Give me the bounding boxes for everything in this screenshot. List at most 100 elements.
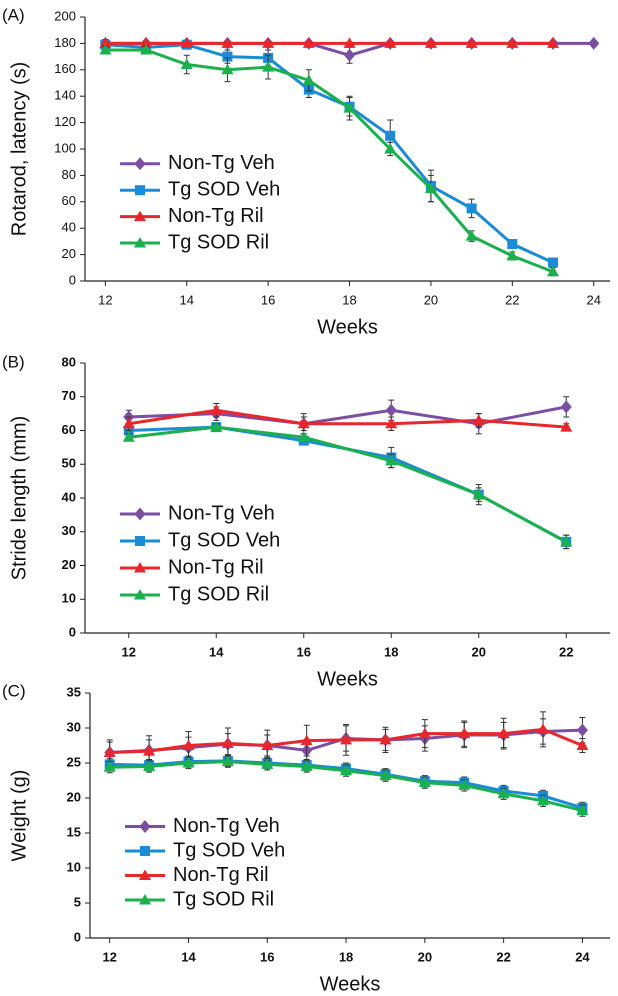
panel: (A) 0 20 40 60 80 100 120 140 160 180 200 12 14 16 18 20… [2,5,610,338]
marker [302,37,315,48]
marker [221,63,234,75]
y-tick-label: 30 [67,719,81,734]
marker [140,846,150,856]
marker [497,727,510,739]
series-line [128,425,567,544]
marker [300,760,313,771]
x-axis-title: Weeks [320,973,381,995]
marker [222,51,233,62]
x-tick-label: 12 [98,292,112,307]
y-tick-label: 20 [62,557,76,572]
marker [297,417,310,429]
marker [576,739,589,750]
legend-label: Non-Tg Ril [168,205,264,227]
y-tick-label: 140 [54,88,76,103]
panel-label: (B) [2,352,25,371]
y-tick-label: 30 [62,523,76,538]
marker [302,74,315,85]
marker [261,739,274,750]
marker [139,894,151,905]
y-tick-label: 40 [62,220,76,235]
marker [135,185,145,196]
x-tick-label: 16 [297,644,311,659]
marker [466,203,477,214]
marker [134,157,146,171]
marker [458,779,471,790]
y-tick-label: 15 [67,824,81,839]
x-tick-label: 18 [384,644,398,659]
marker [221,37,234,48]
y-tick-label: 50 [62,456,76,471]
marker [135,536,145,546]
y-tick-label: 200 [54,8,76,23]
x-tick-label: 16 [260,949,274,964]
marker [418,727,431,739]
panel: (B) 0 10 20 30 40 50 60 70 80 12 14 16 18 20 22 Weeks Str… [2,352,610,690]
y-tick-label: 0 [69,624,76,639]
marker [134,237,146,248]
y-tick-label: 0 [69,272,76,287]
y-tick-label: 25 [67,754,81,769]
x-tick-label: 22 [505,292,519,307]
marker [576,723,588,737]
marker [340,764,353,776]
marker [139,820,151,833]
marker [537,723,550,734]
marker [506,37,519,48]
marker [297,431,310,442]
y-tick-label: 10 [67,859,81,874]
legend-label: Tg SOD Ril [168,231,269,253]
marker [210,421,223,432]
y-tick-label: 120 [54,114,76,129]
y-tick-label: 80 [62,167,76,182]
marker [182,739,195,750]
marker [122,417,135,429]
marker [465,230,478,241]
marker [385,454,398,466]
x-tick-label: 22 [559,644,573,659]
legend-label: Tg SOD Veh [173,839,285,861]
marker [180,58,193,70]
x-tick-label: 22 [496,949,510,964]
series-line [105,43,554,264]
marker [465,37,478,48]
series-line [128,408,567,429]
x-tick-label: 24 [575,949,590,964]
x-tick-label: 16 [261,292,275,307]
y-tick-label: 35 [67,684,81,699]
legend-label: Non-Tg Ril [168,556,264,578]
marker [99,37,112,48]
marker [547,265,560,277]
legend-label: Non-Tg Veh [173,815,280,837]
y-tick-label: 0 [74,929,81,944]
marker [379,769,392,781]
marker [537,794,550,806]
marker [134,562,146,573]
marker [385,403,397,417]
marker [424,182,437,194]
marker [458,727,471,739]
x-tick-label: 18 [339,949,353,964]
y-tick-label: 100 [54,140,76,155]
x-tick-label: 14 [181,949,196,964]
marker [134,210,146,222]
marker [343,102,356,113]
y-tick-label: 20 [62,246,76,261]
x-tick-label: 20 [424,292,438,307]
marker [140,44,153,55]
x-tick-label: 20 [418,949,432,964]
legend-label: Tg SOD Ril [168,583,269,605]
marker [182,757,195,768]
y-tick-label: 160 [54,61,76,76]
marker [506,249,519,261]
y-tick-label: 60 [62,422,76,437]
x-tick-label: 24 [586,292,600,307]
y-axis-title: Weight (g) [8,770,30,862]
y-tick-label: 10 [62,591,76,606]
x-tick-label: 14 [180,292,194,307]
legend-label: Tg SOD Ril [173,888,274,910]
y-axis-title: Stride length (mm) [8,416,30,581]
marker [122,431,135,442]
marker [103,746,116,757]
legend-label: Tg SOD Veh [168,529,280,551]
